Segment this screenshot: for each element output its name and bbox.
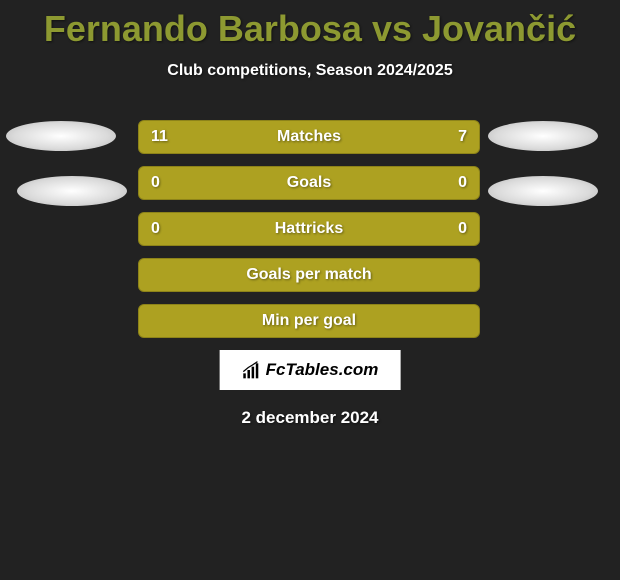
stat-label: Goals per match [246, 266, 371, 284]
stats-container: 11 Matches 7 0 Goals 0 0 Hattricks 0 Goa… [138, 120, 480, 350]
stat-row-matches: 11 Matches 7 [138, 120, 480, 154]
player2-photo-2 [488, 176, 598, 206]
date-label: 2 december 2024 [241, 408, 378, 428]
chart-icon [242, 360, 262, 380]
stat-label: Min per goal [262, 312, 356, 330]
stat-row-min-per-goal: Min per goal [138, 304, 480, 338]
player1-photo-2 [17, 176, 127, 206]
stat-label: Hattricks [275, 220, 343, 238]
player1-photo-1 [6, 121, 116, 151]
stat-right-value: 7 [458, 128, 467, 146]
stat-left-value: 0 [151, 174, 160, 192]
watermark[interactable]: FcTables.com [220, 350, 401, 390]
stat-row-goals: 0 Goals 0 [138, 166, 480, 200]
stat-label: Goals [287, 174, 331, 192]
page-subtitle: Club competitions, Season 2024/2025 [0, 62, 620, 80]
stat-right-value: 0 [458, 174, 467, 192]
stat-left-value: 11 [151, 128, 168, 146]
stat-right-value: 0 [458, 220, 467, 238]
watermark-text: FcTables.com [266, 360, 379, 380]
page-title: Fernando Barbosa vs Jovančić [0, 0, 620, 50]
stat-row-hattricks: 0 Hattricks 0 [138, 212, 480, 246]
stat-left-value: 0 [151, 220, 160, 238]
stat-row-goals-per-match: Goals per match [138, 258, 480, 292]
player2-photo-1 [488, 121, 598, 151]
stat-label: Matches [277, 128, 341, 146]
